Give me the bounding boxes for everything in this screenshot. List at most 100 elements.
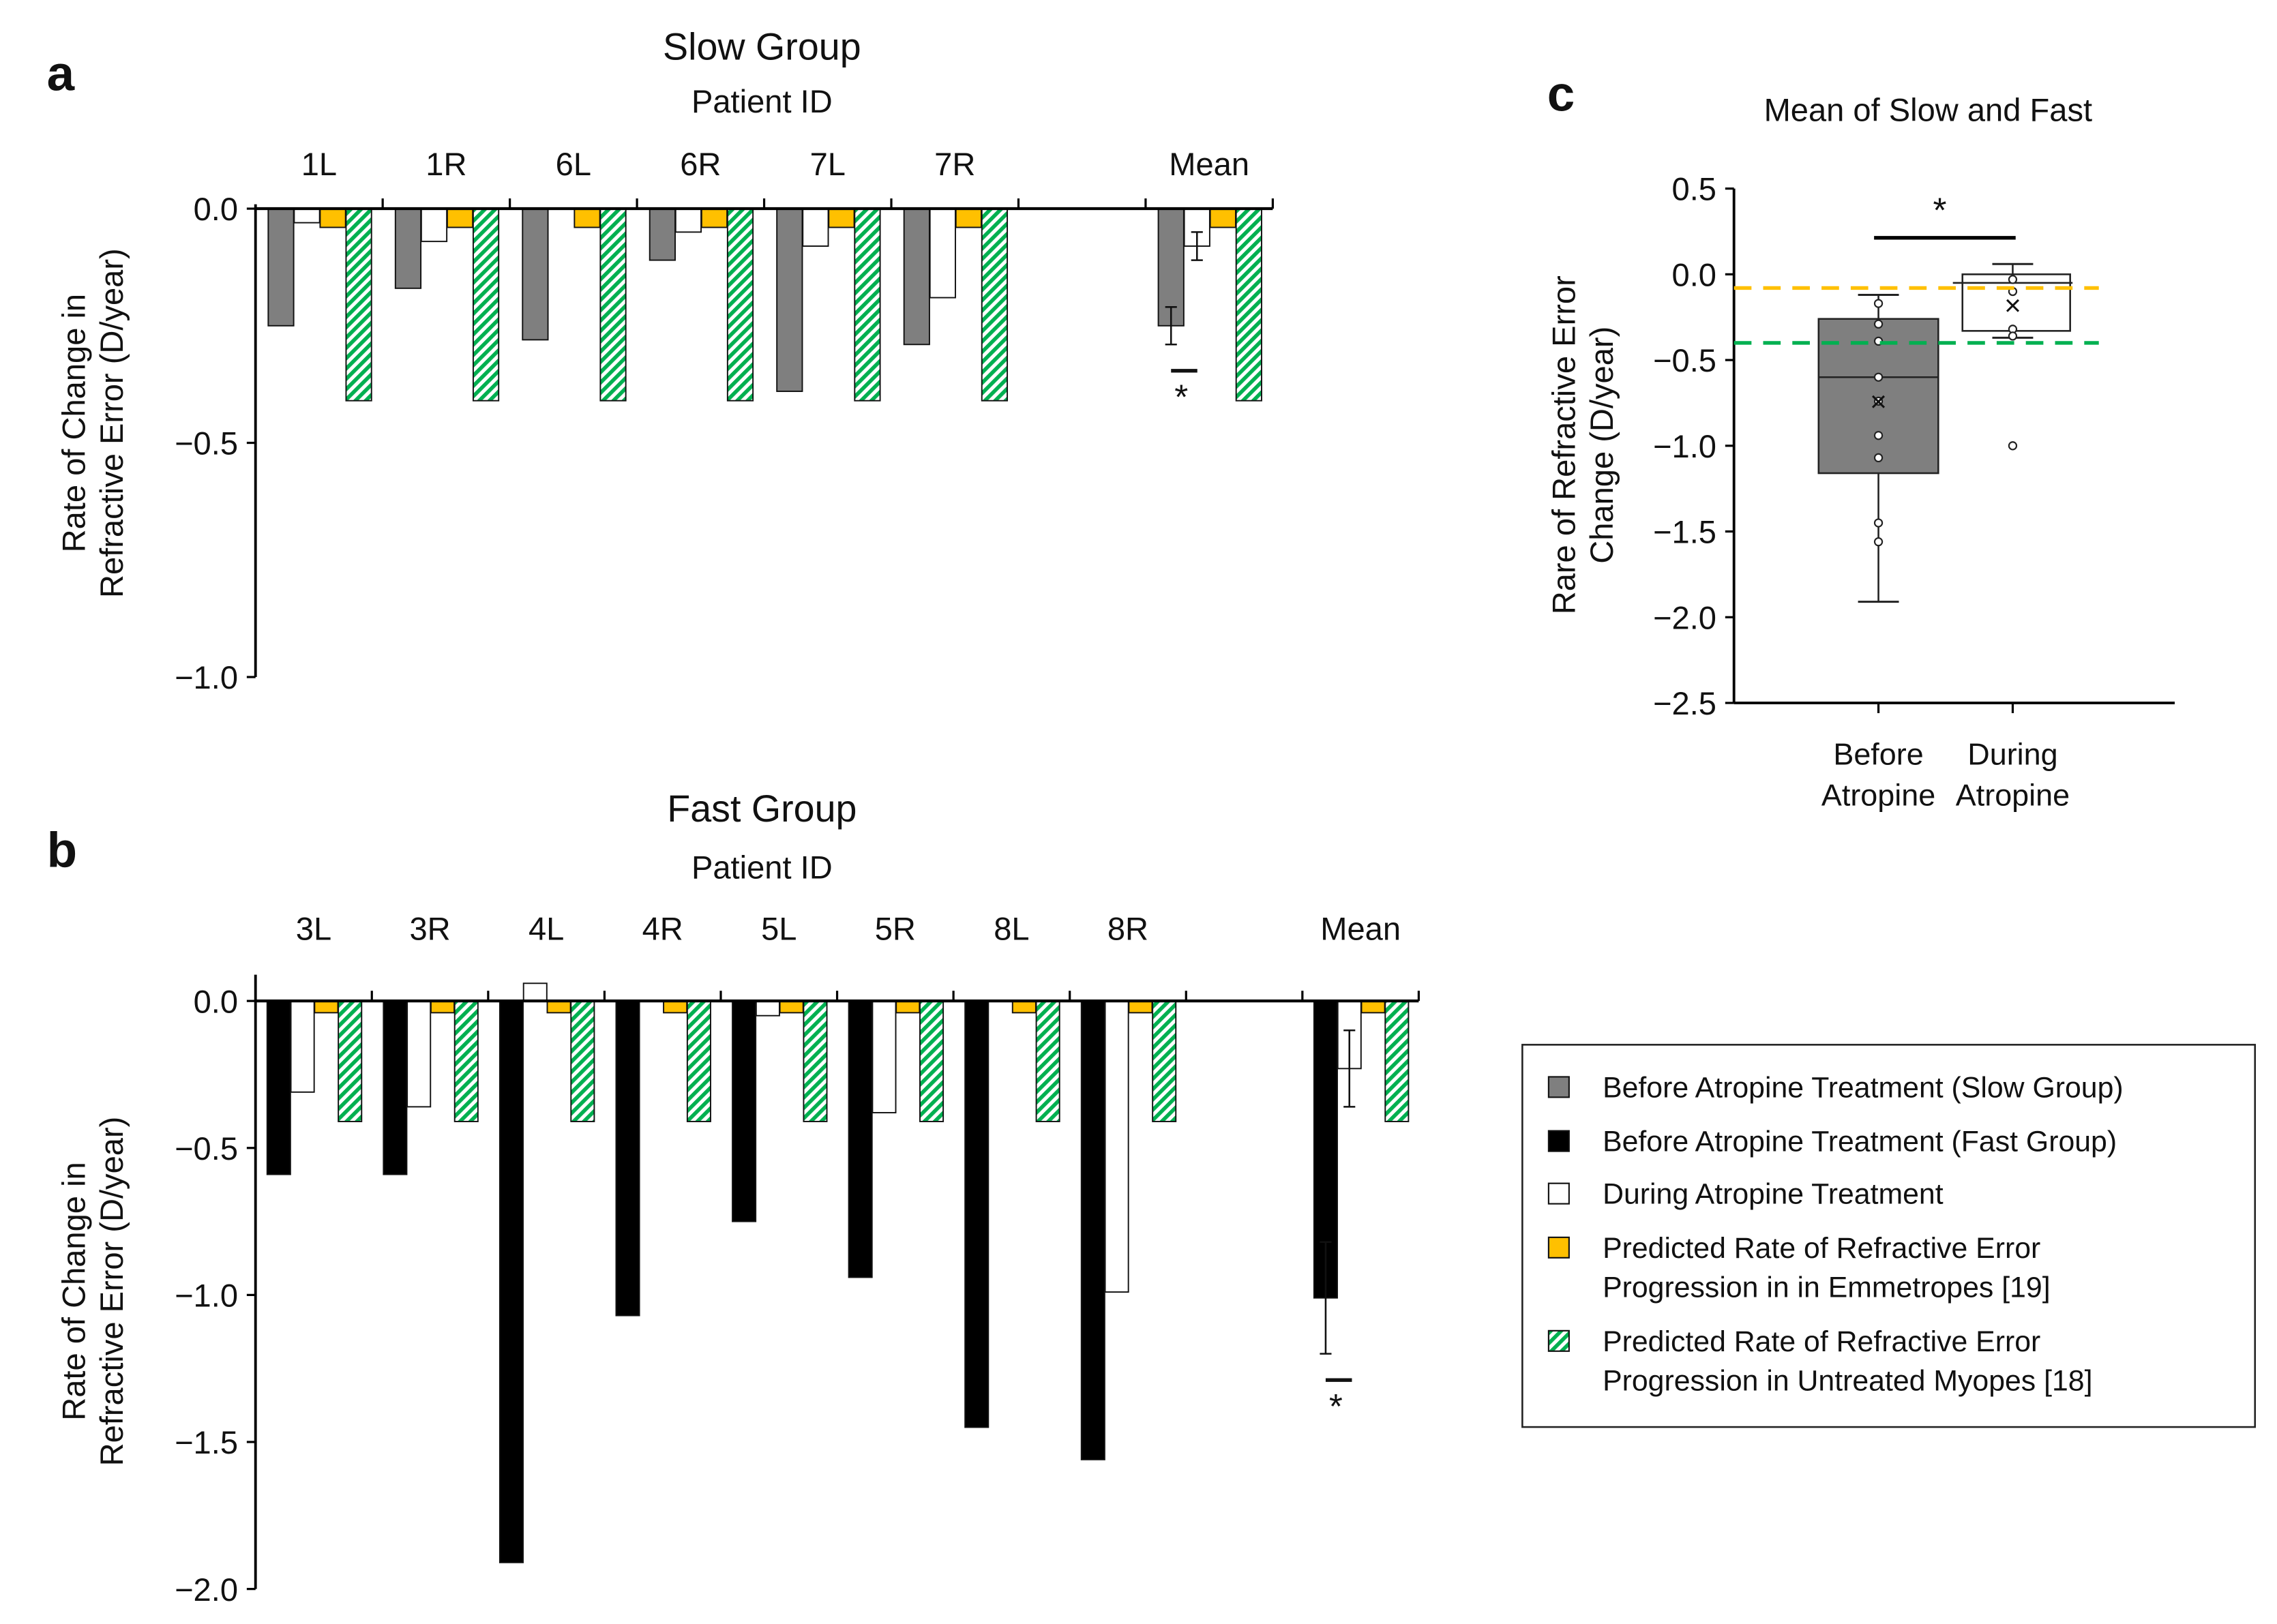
a-bar-series1 xyxy=(802,208,829,247)
b-category-label: 3R xyxy=(409,910,450,946)
a-bar-series1 xyxy=(420,208,448,243)
b-category-label: 8L xyxy=(994,910,1029,946)
c-mean-marker: × xyxy=(2004,290,2021,322)
a-bar-series2 xyxy=(1209,208,1236,228)
a-category-label: 7R xyxy=(934,146,975,182)
c-data-point xyxy=(1873,396,1884,406)
b-bar-series3 xyxy=(803,1000,828,1122)
a-bar-series0 xyxy=(522,208,549,341)
c-data-point xyxy=(1873,537,1884,547)
a-bar-series3 xyxy=(472,208,500,402)
b-bar-series0 xyxy=(615,1000,640,1317)
a-bar-series3 xyxy=(599,208,627,402)
b-bar-series3 xyxy=(1035,1000,1060,1122)
legend-label: Progression in Untreated Myopes [18] xyxy=(1603,1365,2092,1398)
c-mean-marker: × xyxy=(1870,385,1887,418)
a-bar-series3 xyxy=(726,208,754,402)
a-bar-series3 xyxy=(345,208,372,402)
legend-swatch xyxy=(1547,1236,1570,1259)
b-bar-series0 xyxy=(848,1000,873,1278)
a-bar-series3 xyxy=(981,208,1009,402)
legend-label: Before Atropine Treatment (Fast Group) xyxy=(1603,1126,2117,1158)
c-y-tick-label: 0.5 xyxy=(1672,171,1716,207)
b-bar-series0 xyxy=(266,1000,291,1175)
a-bar-series0 xyxy=(903,208,930,346)
legend-swatch xyxy=(1547,1076,1570,1098)
a-category-label: 6R xyxy=(680,146,721,182)
a-y-tick-label: −1.0 xyxy=(175,659,238,695)
c-y-tick-label: 0.0 xyxy=(1672,256,1716,292)
b-bar-series1 xyxy=(872,1000,897,1113)
a-bar-series3 xyxy=(854,208,881,402)
b-bar-series2 xyxy=(430,1000,456,1014)
c-y-tick-label: −2.5 xyxy=(1653,685,1716,721)
b-bar-series1 xyxy=(522,982,548,1002)
a-significance-star: * xyxy=(1174,377,1188,416)
chart-c: 0.5 0.0 −0.5 −1.0 −1.5 −2.0 −2.5 Before Atropine… xyxy=(1653,171,2175,812)
b-y-tick-label: 0.0 xyxy=(194,983,238,1019)
b-bar-series2 xyxy=(779,1000,804,1014)
panel-label-c: c xyxy=(1547,67,1575,122)
a-bar-series1 xyxy=(674,208,702,233)
chart-c-ylabel-1: Rare of Refractive Error xyxy=(1545,275,1581,614)
b-significance-star: * xyxy=(1329,1387,1343,1426)
b-bar-series3 xyxy=(686,1000,711,1122)
panel-label-a: a xyxy=(47,46,75,102)
b-bar-series3 xyxy=(919,1000,944,1122)
legend-label: Predicted Rate of Refractive Error xyxy=(1603,1325,2040,1358)
legend-swatch xyxy=(1547,1182,1570,1205)
c-y-tick-label: −0.5 xyxy=(1653,342,1716,378)
b-category-label: 4R xyxy=(642,910,683,946)
b-category-label: 3L xyxy=(296,910,331,946)
b-bar-series3 xyxy=(570,1000,595,1122)
b-bar-series3 xyxy=(453,1000,479,1122)
a-bar-series2 xyxy=(700,208,728,228)
a-bar-series0 xyxy=(267,208,295,327)
b-category-label: 5L xyxy=(761,910,797,946)
a-bar-series1 xyxy=(293,208,321,224)
c-category-label: During xyxy=(1967,736,2057,771)
b-y-tick-label: −0.5 xyxy=(175,1130,238,1167)
b-bar-series1 xyxy=(290,1000,315,1093)
c-data-point xyxy=(2008,275,2018,284)
b-bar-series2 xyxy=(546,1000,571,1014)
a-bar-series3 xyxy=(1235,208,1262,402)
legend-label: Progression in in Emmetropes [19] xyxy=(1603,1272,2051,1304)
chart-b-ylabel-2: Refractive Error (D/year) xyxy=(93,1117,130,1467)
c-data-point xyxy=(1873,518,1884,528)
legend: Before Atropine Treatment (Slow Group) Be… xyxy=(1521,1044,2257,1428)
a-category-label: 1L xyxy=(301,146,337,182)
chart-a-title: Slow Group xyxy=(663,26,861,68)
a-bar-series1 xyxy=(929,208,956,299)
c-category-label: Atropine xyxy=(1821,777,1935,812)
c-category-label: Before xyxy=(1833,736,1923,771)
b-y-tick-label: −2.0 xyxy=(175,1572,238,1608)
c-category-label: Atropine xyxy=(1956,777,2070,812)
a-category-label: 7L xyxy=(810,146,846,182)
b-y-tick-label: −1.0 xyxy=(175,1278,238,1314)
b-bar-series0 xyxy=(732,1000,757,1222)
b-bar-series2 xyxy=(1360,1000,1386,1014)
a-bar-series2 xyxy=(955,208,982,228)
legend-box xyxy=(1521,1044,2257,1428)
chart-b-title: Fast Group xyxy=(667,787,857,830)
chart-a-ylabel-1: Rate of Change in xyxy=(55,294,91,553)
a-bar-series0 xyxy=(394,208,422,289)
legend-label: Predicted Rate of Refractive Error xyxy=(1603,1232,2040,1265)
b-category-label: 8R xyxy=(1107,910,1148,946)
b-bar-series3 xyxy=(1384,1000,1410,1122)
b-bar-series2 xyxy=(663,1000,688,1014)
chart-c-title: Mean of Slow and Fast xyxy=(1764,92,2093,128)
a-bar-series0 xyxy=(776,208,803,392)
legend-swatch xyxy=(1547,1130,1570,1152)
c-data-point xyxy=(1873,372,1884,382)
b-bar-series0 xyxy=(383,1000,408,1175)
a-bar-series0 xyxy=(649,208,676,261)
c-y-tick-label: −1.0 xyxy=(1653,428,1716,464)
chart-b-subtitle: Patient ID xyxy=(691,849,833,885)
c-data-point xyxy=(1873,319,1884,329)
c-data-point xyxy=(1873,299,1884,308)
c-data-point xyxy=(2008,441,2018,451)
a-bar-series2 xyxy=(319,208,346,228)
b-y-tick-label: −1.5 xyxy=(175,1424,238,1460)
